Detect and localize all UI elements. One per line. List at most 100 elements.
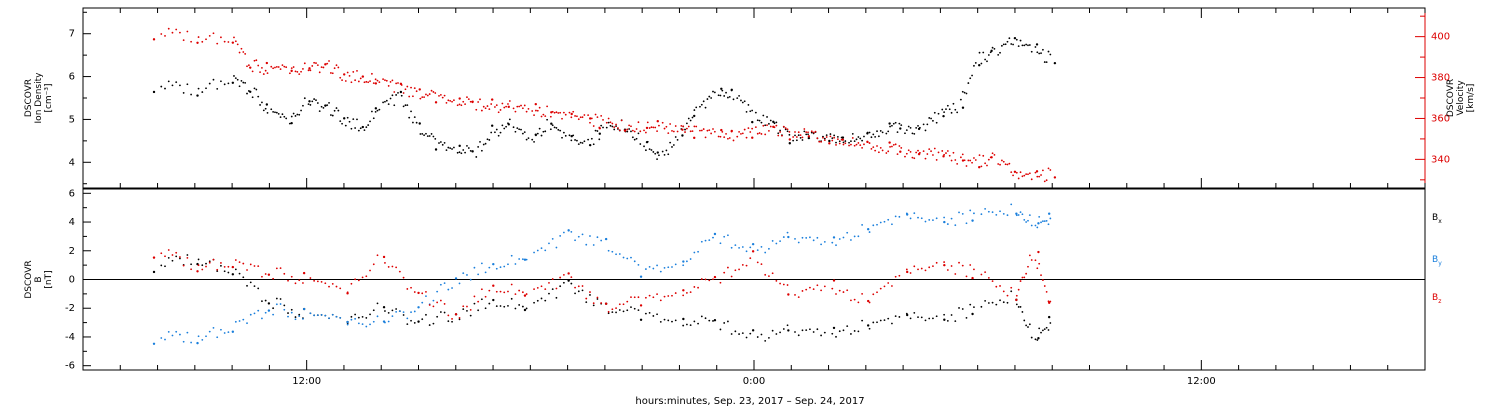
density-point-fill	[691, 116, 694, 119]
velocity-point-fill	[1010, 171, 1013, 174]
velocity-point-fill	[891, 145, 893, 148]
density-point-fill	[611, 125, 614, 128]
density-point-fill	[1010, 43, 1013, 45]
velocity-point-fill	[965, 165, 968, 167]
bx-point	[866, 324, 870, 327]
by-point-fill	[663, 266, 666, 269]
velocity-point-fill	[508, 100, 511, 102]
by-point-fill	[253, 312, 256, 315]
density-point-fill	[270, 108, 273, 111]
density-point-fill	[889, 125, 891, 128]
velocity-point-fill	[576, 115, 578, 118]
bz-point-fill	[1015, 294, 1018, 297]
velocity-point-fill	[768, 130, 770, 132]
velocity-point-fill	[244, 53, 247, 55]
velocity-point-fill	[255, 59, 258, 62]
by-point-fill	[689, 258, 692, 260]
bz-point-fill	[220, 262, 222, 264]
velocity-point-fill	[620, 119, 623, 122]
bz-point-fill	[499, 290, 502, 293]
density-point	[434, 148, 438, 151]
by-point-fill	[205, 335, 207, 338]
density-point-fill	[344, 124, 347, 127]
by-point-fill	[846, 231, 849, 234]
bx-point-fill	[495, 305, 498, 307]
density-point-fill	[430, 133, 433, 135]
velocity-point-fill	[924, 157, 927, 160]
velocity-point-fill	[618, 129, 621, 132]
bz-point-fill	[801, 290, 804, 292]
velocity-point-fill	[542, 113, 545, 116]
velocity-point	[434, 101, 438, 104]
by-point-fill	[913, 212, 916, 215]
by-point	[523, 258, 527, 261]
density-point-fill	[786, 130, 789, 133]
density-point-fill	[480, 149, 483, 152]
bx-point-fill	[775, 333, 778, 335]
bx-point-fill	[167, 256, 170, 259]
velocity-point-fill	[654, 126, 657, 129]
velocity-point-fill	[710, 132, 713, 135]
by-point-fill	[167, 330, 170, 333]
velocity-point-fill	[680, 125, 683, 127]
bz-point	[787, 293, 790, 296]
by-point-fill	[779, 240, 781, 243]
velocity-point-fill	[851, 137, 854, 139]
bx-point-fill	[618, 309, 621, 311]
velocity-point-fill	[969, 159, 972, 162]
velocity-point-fill	[421, 96, 424, 99]
velocity-point-fill	[551, 110, 554, 113]
velocity-point-fill	[945, 152, 947, 154]
bx-point-fill	[611, 311, 614, 314]
by-point-fill	[835, 244, 837, 247]
density-point-fill	[283, 115, 286, 118]
bz-point-fill	[1043, 285, 1046, 287]
velocity-point	[1035, 170, 1039, 173]
bx-point-fill	[700, 315, 703, 318]
density-point-fill	[799, 136, 802, 139]
velocity-point-fill	[1034, 171, 1037, 174]
bz-point-fill	[249, 263, 252, 266]
by-point-fill	[402, 311, 405, 314]
velocity-point-fill	[438, 94, 440, 97]
density-point-fill	[654, 152, 657, 155]
bx-point-fill	[674, 319, 677, 322]
velocity-point-fill	[406, 85, 409, 88]
bx-point-fill	[946, 319, 949, 322]
density-point-fill	[1023, 44, 1026, 47]
bz-point	[231, 265, 235, 269]
by-point-fill	[861, 224, 864, 226]
by-point	[639, 275, 643, 278]
by-point-fill	[768, 247, 770, 250]
bz-point-fill	[212, 258, 215, 261]
density-point-fill	[712, 90, 714, 93]
by-point-fill	[540, 247, 543, 250]
density-point-fill	[313, 98, 316, 100]
bz-point-fill	[581, 285, 584, 287]
by-point	[346, 320, 349, 324]
bz-point-fill	[689, 291, 692, 294]
by-point	[604, 237, 608, 241]
density-point-fill	[594, 129, 597, 132]
density-point-fill	[950, 111, 953, 114]
density-point-fill	[503, 127, 506, 130]
velocity-point-fill	[335, 64, 338, 67]
density-point-fill	[274, 111, 276, 114]
density-point-fill	[672, 144, 675, 146]
bz-point	[1015, 298, 1018, 302]
velocity-point-fill	[516, 105, 519, 108]
by-point-fill	[644, 268, 647, 270]
density-point-fill	[905, 129, 908, 132]
bz-point-fill	[421, 292, 424, 295]
velocity-point-fill	[292, 66, 295, 68]
by-point-fill	[462, 272, 465, 275]
velocity-point-fill	[590, 117, 593, 120]
by-point-fill	[727, 234, 729, 237]
by-point-fill	[238, 320, 241, 322]
density-point-fill	[973, 64, 975, 67]
by-point	[1037, 222, 1040, 225]
by-point-fill	[891, 223, 893, 226]
velocity-point-fill	[531, 110, 534, 112]
by-point-fill	[596, 236, 599, 239]
velocity-point-fill	[656, 130, 658, 133]
